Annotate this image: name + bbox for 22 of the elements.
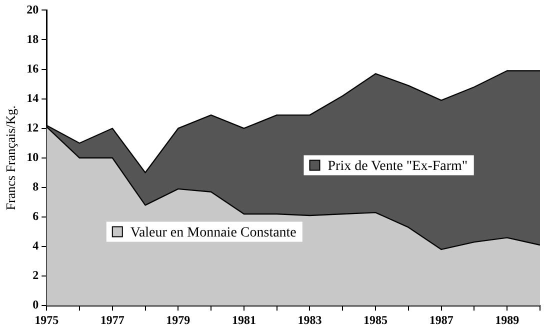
x-tick-label: 1989 <box>495 312 520 327</box>
x-tick-label: 1977 <box>100 312 124 327</box>
y-axis-title: Francs Français/Kg. <box>3 106 18 210</box>
x-tick-label: 1975 <box>34 312 59 327</box>
y-tick-label: 4 <box>32 238 39 253</box>
x-tick-label: 1981 <box>232 312 256 327</box>
x-tick-label: 1979 <box>166 312 190 327</box>
y-tick-label: 16 <box>26 61 39 76</box>
y-tick-label: 18 <box>26 32 39 46</box>
y-tick-label: 12 <box>26 120 39 134</box>
x-tick-label: 1985 <box>364 312 388 327</box>
y-tick-label: 14 <box>26 90 39 105</box>
legend-label: Prix de Vente "Ex-Farm" <box>328 158 468 174</box>
y-tick-label: 6 <box>32 209 39 224</box>
y-tick-label: 8 <box>32 180 39 194</box>
legend-label: Valeur en Monnaie Constante <box>130 225 296 240</box>
x-tick-label: 1987 <box>429 312 454 327</box>
x-tick-label: 1983 <box>298 312 322 327</box>
y-tick-label: 2 <box>32 268 39 282</box>
y-tick-label: 0 <box>32 298 39 312</box>
y-tick-label: 20 <box>26 2 39 16</box>
y-tick-label: 10 <box>26 150 39 164</box>
